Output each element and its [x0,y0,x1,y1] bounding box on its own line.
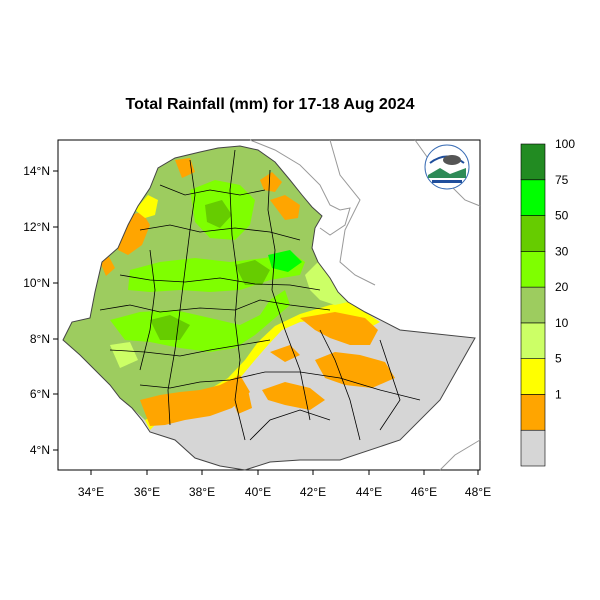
lat-tick-label: 6°N [30,387,50,401]
lon-tick-label: 42°E [300,485,326,499]
legend-swatch [520,322,546,359]
lat-tick-label: 12°N [23,220,50,234]
legend-label: 1 [555,387,562,401]
lat-tick-label: 4°N [30,443,50,457]
legend-label: 5 [555,352,562,366]
legend-swatch [520,251,546,288]
agency-logo [424,144,470,190]
legend-label: 30 [555,244,569,258]
lat-tick-label: 14°N [23,164,50,178]
legend-label: 50 [555,209,569,223]
legend-label: 10 [555,316,569,330]
legend-label: 75 [555,173,569,187]
legend-swatch [520,394,546,431]
legend-swatch [520,429,546,467]
lon-tick-label: 44°E [356,485,382,499]
legend-swatch [520,215,546,252]
lon-tick-label: 40°E [245,485,271,499]
lat-axis: 14°N 12°N 10°N 8°N 6°N 4°N [23,164,58,457]
legend-label: 20 [555,280,569,294]
map-title: Total Rainfall (mm) for 17-18 Aug 2024 [125,96,415,113]
legend-swatch [520,143,546,181]
lon-tick-label: 48°E [465,485,491,499]
zone-boundaries [99,149,421,441]
legend-colorbar: 1 5 10 20 30 50 75 100 [520,137,575,467]
ethiopia-border [62,145,476,471]
lat-tick-label: 10°N [23,276,50,290]
lon-tick-label: 38°E [189,485,215,499]
legend-swatch [520,179,546,216]
legend-label: 100 [555,137,575,151]
legend-swatch [520,286,546,324]
lon-tick-label: 34°E [78,485,104,499]
lon-tick-label: 36°E [134,485,160,499]
legend-swatch [520,358,546,395]
lon-axis: 34°E 36°E 38°E 40°E 42°E 44°E 46°E 48°E [78,470,491,499]
lat-tick-label: 8°N [30,332,50,346]
lon-tick-label: 46°E [411,485,437,499]
